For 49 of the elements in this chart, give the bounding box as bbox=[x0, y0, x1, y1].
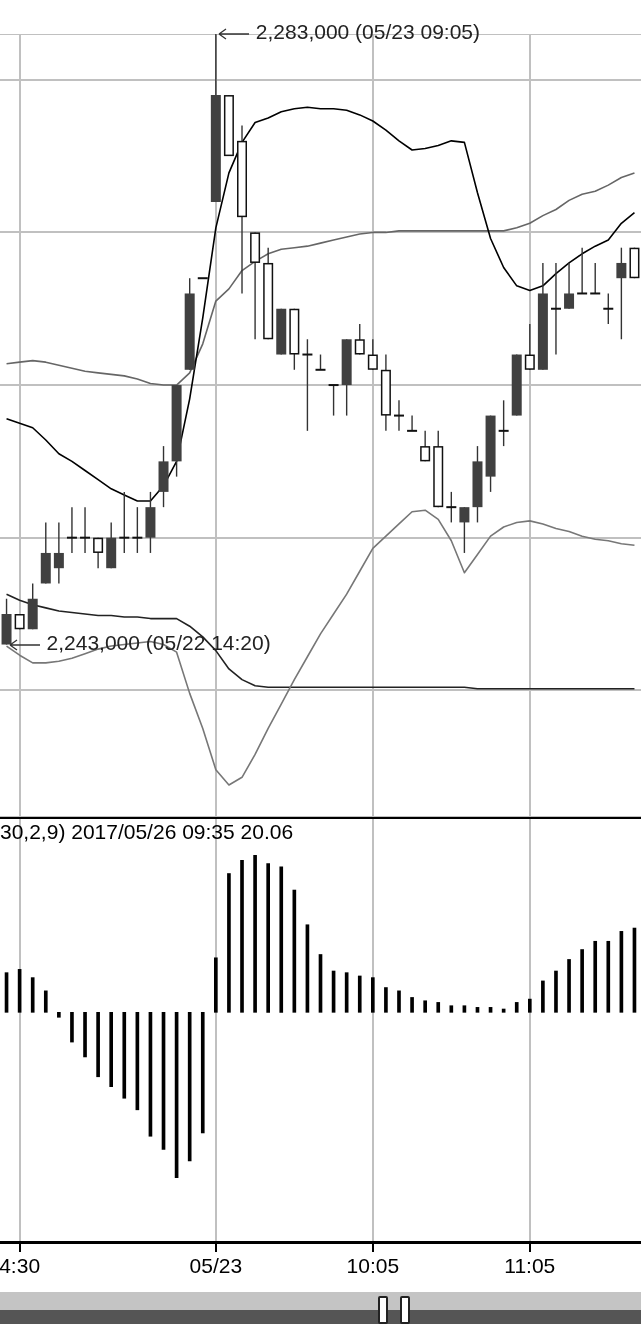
bar bbox=[371, 977, 375, 1013]
candlestick bbox=[197, 277, 208, 280]
bar bbox=[253, 855, 257, 1013]
candlestick bbox=[577, 247, 588, 295]
bar bbox=[567, 959, 571, 1013]
bar bbox=[357, 975, 362, 1013]
candlestick bbox=[564, 262, 575, 309]
chart-title: 30,2,9) 2017/05/26 09:35 20.06 bbox=[0, 820, 294, 844]
candlestick bbox=[550, 262, 561, 355]
bar bbox=[514, 1002, 519, 1013]
candlestick bbox=[393, 400, 404, 431]
x-tick-label: 10:05 bbox=[346, 1254, 400, 1278]
candlestick bbox=[524, 324, 535, 370]
bar bbox=[554, 970, 558, 1013]
candlestick bbox=[407, 415, 418, 432]
annotation: 2,283,000 (05/23 09:05) bbox=[255, 20, 481, 44]
x-tick-label: 11:05 bbox=[504, 1254, 556, 1278]
bar bbox=[423, 1000, 427, 1013]
candlestick bbox=[80, 507, 91, 553]
bar bbox=[57, 1011, 61, 1018]
bar bbox=[593, 940, 598, 1013]
candlestick bbox=[250, 232, 261, 340]
bar bbox=[279, 866, 284, 1013]
bar bbox=[266, 863, 270, 1013]
bar bbox=[30, 977, 35, 1013]
x-tick-label: 05/23 bbox=[189, 1254, 243, 1278]
bar bbox=[397, 990, 401, 1013]
bar bbox=[200, 1011, 205, 1134]
bar bbox=[606, 940, 611, 1013]
candlestick bbox=[66, 507, 77, 553]
bar bbox=[70, 1011, 74, 1043]
bar bbox=[580, 949, 584, 1013]
bar bbox=[227, 873, 231, 1013]
bar bbox=[214, 957, 218, 1013]
bar bbox=[410, 997, 414, 1013]
bar bbox=[109, 1011, 114, 1088]
bar bbox=[541, 980, 545, 1013]
bar bbox=[96, 1011, 100, 1078]
candlestick bbox=[53, 522, 64, 584]
bar bbox=[187, 1011, 192, 1162]
bar bbox=[122, 1011, 127, 1099]
bar bbox=[43, 990, 48, 1013]
bar bbox=[384, 987, 388, 1013]
bar bbox=[83, 1011, 87, 1058]
bar bbox=[449, 1005, 454, 1013]
bar bbox=[240, 859, 244, 1013]
bar bbox=[436, 1002, 441, 1013]
x-tick-label: 4:30 bbox=[0, 1254, 41, 1278]
bar bbox=[527, 998, 532, 1013]
